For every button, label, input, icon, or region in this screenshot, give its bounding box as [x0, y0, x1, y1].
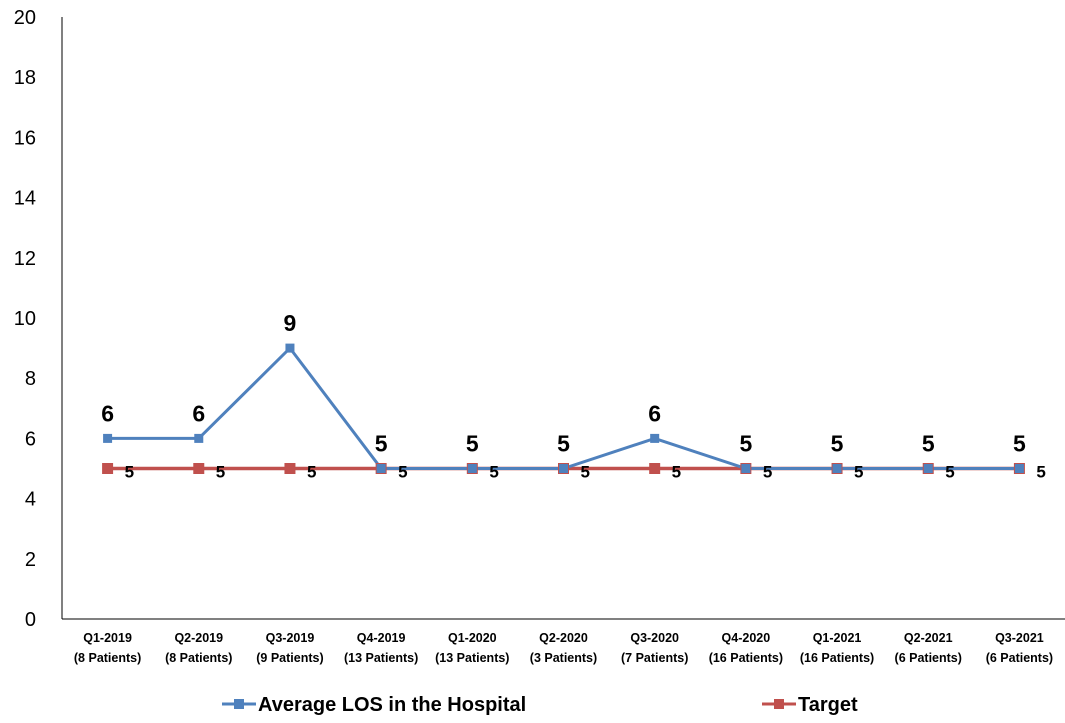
data-label: 5 — [581, 463, 590, 482]
data-point — [193, 463, 205, 474]
x-tick-label: Q2-2020 — [539, 631, 588, 645]
data-label: 5 — [922, 431, 935, 457]
data-point — [194, 433, 204, 443]
y-tick-labels: 0 2 4 6 8 10 12 14 16 18 20 — [14, 7, 36, 631]
data-label: 5 — [466, 431, 479, 457]
x-tick-label: (3 Patients) — [530, 651, 597, 665]
data-point — [102, 463, 114, 474]
series-markers — [102, 343, 1025, 474]
x-tick-label: (6 Patients) — [986, 651, 1053, 665]
x-tick-label: Q1-2021 — [813, 631, 862, 645]
data-point — [103, 433, 113, 443]
axes — [61, 17, 1065, 620]
data-label: 5 — [557, 431, 570, 457]
data-label: 5 — [1013, 431, 1026, 457]
y-tick-label: 2 — [25, 549, 36, 571]
data-label: 6 — [192, 400, 205, 426]
data-label: 5 — [831, 431, 844, 457]
data-label: 5 — [216, 463, 225, 482]
legend-label: Target — [798, 694, 858, 716]
data-label: 5 — [307, 463, 316, 482]
x-tick-label: (7 Patients) — [621, 651, 688, 665]
y-tick-label: 18 — [14, 67, 36, 89]
data-label: 5 — [763, 463, 772, 482]
data-label: 5 — [125, 463, 134, 482]
x-tick-label: (8 Patients) — [74, 651, 141, 665]
legend-label: Average LOS in the Hospital — [258, 694, 526, 716]
x-tick-label: Q1-2020 — [448, 631, 497, 645]
data-label: 5 — [489, 463, 498, 482]
x-tick-label: Q4-2019 — [357, 631, 406, 645]
data-label: 6 — [648, 400, 661, 426]
y-tick-label: 20 — [14, 7, 36, 29]
y-tick-label: 6 — [25, 428, 36, 450]
x-tick-label: (6 Patients) — [895, 651, 962, 665]
legend: Average LOS in the Hospital Target — [222, 694, 858, 716]
data-point — [832, 464, 842, 473]
x-tick-label: Q1-2019 — [83, 631, 132, 645]
y-tick-label: 16 — [14, 127, 36, 149]
x-tick-label: (16 Patients) — [709, 651, 783, 665]
data-labels: 6 695 5 565 5 5 55 5 5 5 5 5 5 5 5 5 5 — [101, 310, 1046, 481]
data-label: 5 — [398, 463, 407, 482]
data-point — [285, 343, 295, 353]
data-point — [467, 464, 477, 473]
data-point — [559, 464, 568, 473]
data-point — [649, 463, 661, 474]
x-tick-label: Q2-2019 — [174, 631, 223, 645]
x-tick-label: (13 Patients) — [435, 651, 509, 665]
x-tick-label: (8 Patients) — [165, 651, 232, 665]
legend-marker — [774, 699, 784, 709]
data-point — [376, 464, 386, 473]
y-tick-label: 0 — [25, 609, 36, 631]
y-tick-label: 14 — [14, 188, 36, 210]
data-label: 9 — [284, 310, 297, 336]
y-tick-label: 12 — [14, 248, 36, 270]
data-label: 5 — [375, 431, 388, 457]
data-label: 5 — [672, 463, 681, 482]
x-tick-label: Q2-2021 — [904, 631, 953, 645]
x-tick-label: (13 Patients) — [344, 651, 418, 665]
x-tick-label: (9 Patients) — [256, 651, 323, 665]
data-point — [741, 464, 751, 473]
data-point — [923, 464, 933, 473]
data-label: 5 — [854, 463, 863, 482]
x-tick-label: Q3-2020 — [630, 631, 679, 645]
x-tick-label: (16 Patients) — [800, 651, 874, 665]
data-label: 5 — [1036, 463, 1045, 482]
data-point — [1014, 464, 1024, 473]
legend-marker — [234, 699, 244, 709]
data-label: 5 — [945, 463, 954, 482]
data-label: 5 — [739, 431, 752, 457]
y-tick-label: 10 — [14, 308, 36, 330]
x-tick-label: Q3-2021 — [995, 631, 1044, 645]
data-point — [284, 463, 296, 474]
x-tick-labels: Q1-2019 (8 Patients) Q2-2019 (8 Patients) Q3… — [74, 631, 1053, 665]
data-point — [650, 433, 660, 443]
data-label: 6 — [101, 400, 114, 426]
y-tick-label: 8 — [25, 368, 36, 390]
x-tick-label: Q4-2020 — [722, 631, 771, 645]
x-tick-label: Q3-2019 — [266, 631, 315, 645]
y-tick-label: 4 — [25, 489, 36, 511]
